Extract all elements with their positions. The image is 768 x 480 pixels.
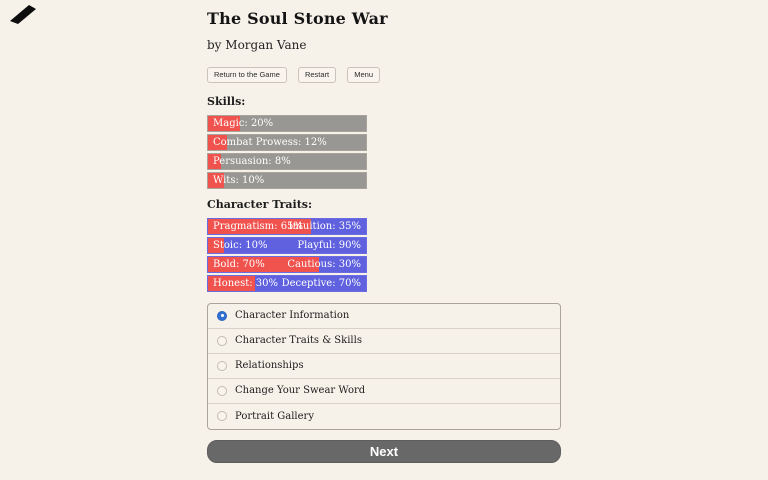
- skill-bar-fill: [208, 115, 240, 131]
- option-label: Character Information: [235, 310, 350, 321]
- radio-button[interactable]: [217, 385, 227, 396]
- skill-bar-magic: Magic: 20%: [207, 114, 367, 132]
- trait-right-label: Playful: 90%: [297, 239, 361, 251]
- trait-left-label: Pragmatism: 65%: [213, 220, 303, 232]
- radio-button[interactable]: [217, 335, 227, 346]
- toolbar: Return to the Game Restart Menu: [207, 62, 561, 83]
- page-options-list: Character Information Character Traits &…: [207, 302, 561, 430]
- skill-bar-fill: [208, 172, 224, 188]
- author-byline: by Morgan Vane: [207, 38, 307, 52]
- option-character-traits-skills[interactable]: Character Traits & Skills: [208, 329, 560, 354]
- return-to-game-button[interactable]: Return to the Game: [207, 67, 287, 83]
- trait-bar-stoic-playful: Stoic: 10% Playful: 90%: [207, 236, 367, 254]
- skill-bar-label: Combat Prowess: 12%: [213, 136, 327, 148]
- skill-bar-combat-prowess: Combat Prowess: 12%: [207, 133, 367, 151]
- trait-bar-honest-deceptive: Honest: 30% Deceptive: 70%: [207, 274, 367, 292]
- menu-button[interactable]: Menu: [347, 67, 381, 83]
- radio-button[interactable]: [217, 360, 227, 371]
- skill-bar-label: Magic: 20%: [213, 117, 274, 129]
- option-label: Portrait Gallery: [235, 410, 314, 422]
- traits-bars: Pragmatism: 65% Intuition: 35% Stoic: 10…: [207, 217, 561, 292]
- trait-right-label: Cautious: 30%: [287, 258, 361, 270]
- option-relationships[interactable]: Relationships: [208, 354, 560, 379]
- skill-bar-wits: Wits: 10%: [207, 171, 367, 189]
- trait-bar-left-fill: [208, 256, 319, 272]
- skills-heading: Skills:: [207, 94, 246, 108]
- skill-bar-label: Wits: 10%: [213, 174, 265, 186]
- game-stats-page: The Soul Stone War by Morgan Vane Return…: [207, 0, 561, 463]
- skill-bar-fill: [208, 153, 221, 169]
- trait-bar-left-fill: [208, 237, 224, 253]
- option-portrait-gallery[interactable]: Portrait Gallery: [208, 404, 560, 429]
- trait-right-label: Deceptive: 70%: [281, 277, 361, 289]
- radio-button[interactable]: [217, 411, 227, 421]
- option-character-information[interactable]: Character Information: [208, 304, 560, 329]
- skill-bar-fill: [208, 134, 227, 150]
- next-button[interactable]: Next: [207, 439, 561, 463]
- skill-bar-persuasion: Persuasion: 8%: [207, 152, 367, 170]
- option-label: Change Your Swear Word: [235, 385, 366, 396]
- restart-button[interactable]: Restart: [297, 67, 337, 83]
- trait-left-label: Honest: 30%: [213, 277, 279, 289]
- trait-bar-pragmatism-intuition: Pragmatism: 65% Intuition: 35%: [207, 217, 367, 235]
- trait-bar-bold-cautious: Bold: 70% Cautious: 30%: [207, 255, 367, 273]
- trait-left-label: Bold: 70%: [213, 258, 265, 270]
- option-change-swear-word[interactable]: Change Your Swear Word: [208, 379, 560, 404]
- trait-bar-left-fill: [208, 218, 311, 234]
- mouse-cursor-icon: [10, 5, 36, 24]
- skill-bar-label: Persuasion: 8%: [213, 155, 291, 167]
- radio-button-selected[interactable]: [217, 310, 227, 321]
- traits-heading: Character Traits:: [207, 197, 313, 211]
- option-label: Relationships: [235, 360, 304, 371]
- trait-right-label: Intuition: 35%: [288, 220, 362, 232]
- skills-bars: Magic: 20% Combat Prowess: 12% Persuasio…: [207, 114, 561, 189]
- page-title: The Soul Stone War: [207, 9, 388, 28]
- trait-bar-left-fill: [208, 275, 256, 291]
- option-label: Character Traits & Skills: [235, 335, 362, 346]
- trait-left-label: Stoic: 10%: [213, 239, 268, 251]
